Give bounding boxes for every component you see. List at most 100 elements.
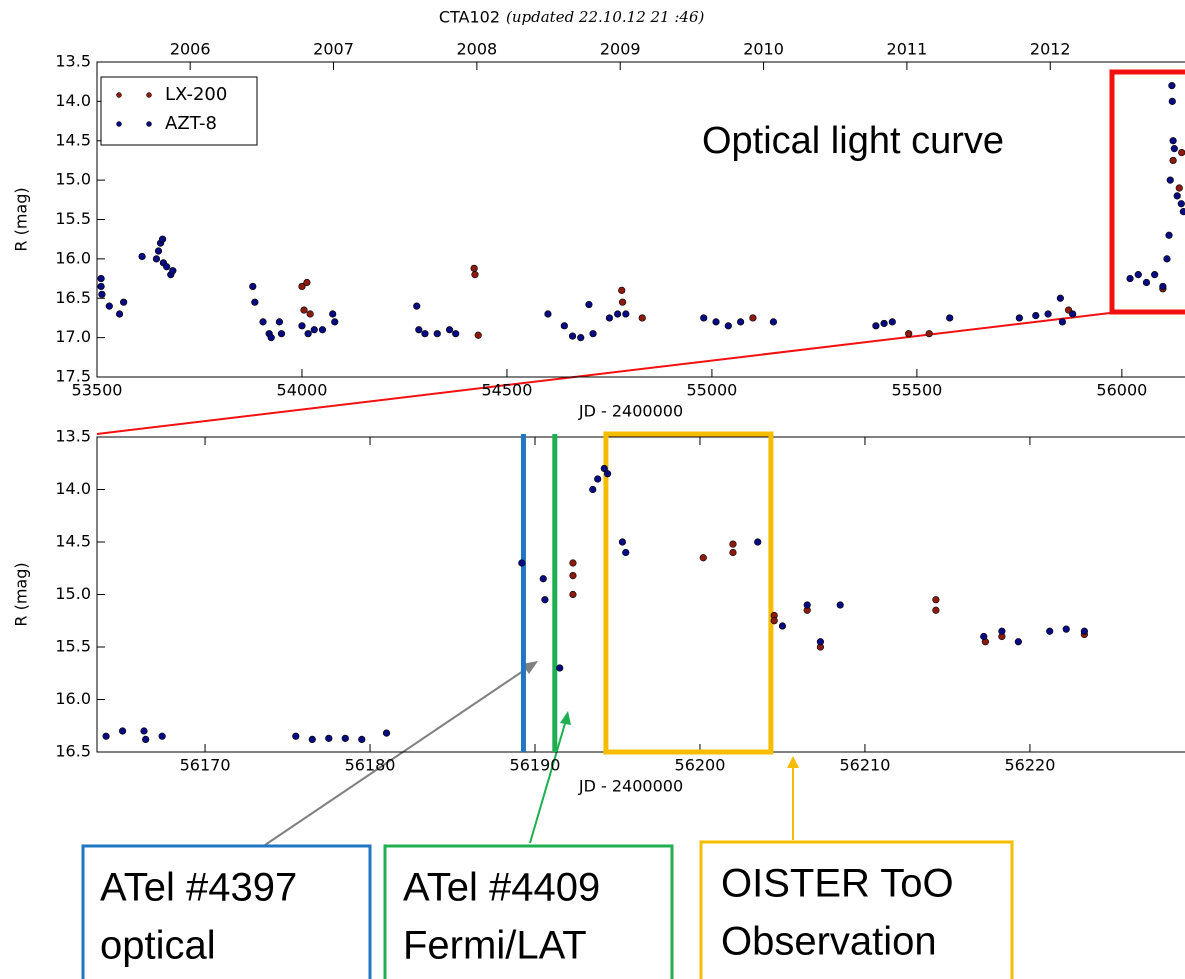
x2-tick-label: 2011	[887, 40, 928, 59]
point	[97, 274, 105, 283]
point	[310, 326, 318, 334]
x-tick-label: 56200	[675, 756, 726, 775]
point	[1151, 271, 1159, 279]
point	[1014, 638, 1022, 646]
point	[539, 575, 547, 583]
point	[298, 282, 306, 291]
x-tick-label: 56220	[1004, 756, 1055, 775]
point	[452, 330, 460, 338]
x2-tick-label: 2008	[457, 40, 498, 59]
point	[769, 318, 778, 326]
point	[638, 314, 646, 322]
point	[413, 302, 421, 310]
point	[1134, 271, 1142, 279]
point	[1170, 145, 1178, 153]
point	[880, 319, 888, 328]
point	[308, 735, 316, 744]
point	[1177, 200, 1185, 208]
legend-marker	[146, 121, 152, 127]
point	[932, 606, 940, 614]
point	[605, 314, 614, 322]
y-tick-label: 17.0	[55, 327, 91, 346]
point	[749, 314, 757, 322]
y-tick-label: 17.5	[55, 367, 91, 386]
legend-box	[100, 76, 258, 146]
point	[1169, 156, 1177, 165]
point	[1056, 294, 1064, 302]
y-tick-label: 15.5	[55, 637, 91, 656]
point	[1015, 314, 1023, 322]
plot-frame	[96, 436, 1185, 753]
point	[589, 330, 597, 338]
x-axis-label: JD - 2400000	[578, 777, 683, 796]
point	[382, 729, 391, 737]
point	[158, 235, 167, 243]
point	[158, 732, 166, 740]
label-box	[699, 840, 1014, 979]
point	[754, 538, 762, 546]
point	[541, 596, 549, 604]
point	[300, 306, 308, 314]
point	[470, 264, 478, 272]
arrow-head	[787, 756, 799, 768]
y-tick-label: 14.5	[55, 532, 91, 551]
label: ATel #4397	[100, 866, 297, 910]
point	[568, 332, 577, 340]
legend-marker	[116, 92, 122, 98]
point	[1032, 311, 1040, 320]
x-tick-label: 56180	[345, 756, 396, 775]
y-tick-label: 16.5	[55, 742, 91, 761]
point	[331, 318, 339, 326]
window-box	[603, 431, 774, 755]
x-tick-label: 53500	[72, 381, 123, 400]
x2-tick-label: 2012	[1030, 40, 1071, 59]
point	[277, 330, 286, 338]
point	[1168, 82, 1176, 90]
point	[803, 601, 811, 609]
y-tick-label: 13.5	[55, 52, 91, 71]
point	[325, 734, 333, 742]
point	[142, 735, 150, 744]
point	[163, 263, 171, 271]
point	[1169, 137, 1177, 145]
zoom-line	[96, 312, 1111, 435]
point	[1179, 208, 1185, 216]
x-tick-label: 54500	[481, 381, 532, 400]
point	[1142, 278, 1151, 287]
point	[1159, 282, 1167, 291]
point	[98, 290, 106, 298]
point	[577, 334, 585, 342]
point	[1058, 318, 1067, 326]
point	[115, 310, 124, 318]
point	[699, 554, 707, 562]
point	[603, 470, 612, 478]
x-tick-label: 56210	[839, 756, 890, 775]
x2-tick-label: 2010	[743, 40, 784, 59]
point	[249, 282, 257, 291]
point	[1163, 255, 1171, 263]
point	[600, 464, 608, 473]
y-tick-label: 14.0	[55, 479, 91, 498]
point	[569, 559, 577, 567]
point	[622, 548, 630, 557]
x2-tick-label: 2006	[170, 40, 211, 59]
chart-title: CTA102	[439, 8, 500, 27]
arrow	[529, 719, 567, 844]
point	[1062, 625, 1070, 633]
point	[724, 322, 732, 330]
point	[1173, 192, 1181, 200]
point	[770, 617, 778, 625]
point	[102, 732, 110, 740]
point	[1166, 176, 1174, 184]
point	[267, 334, 275, 342]
x-tick-label: 55500	[891, 381, 942, 400]
y-tick-label: 15.0	[55, 170, 91, 189]
point	[998, 627, 1006, 635]
point	[1126, 274, 1134, 283]
point	[275, 318, 284, 326]
point	[905, 330, 913, 338]
arrow-head	[522, 661, 538, 674]
plot-frame	[96, 61, 1185, 378]
point	[1046, 627, 1054, 635]
y-tick-label: 15.5	[55, 209, 91, 228]
